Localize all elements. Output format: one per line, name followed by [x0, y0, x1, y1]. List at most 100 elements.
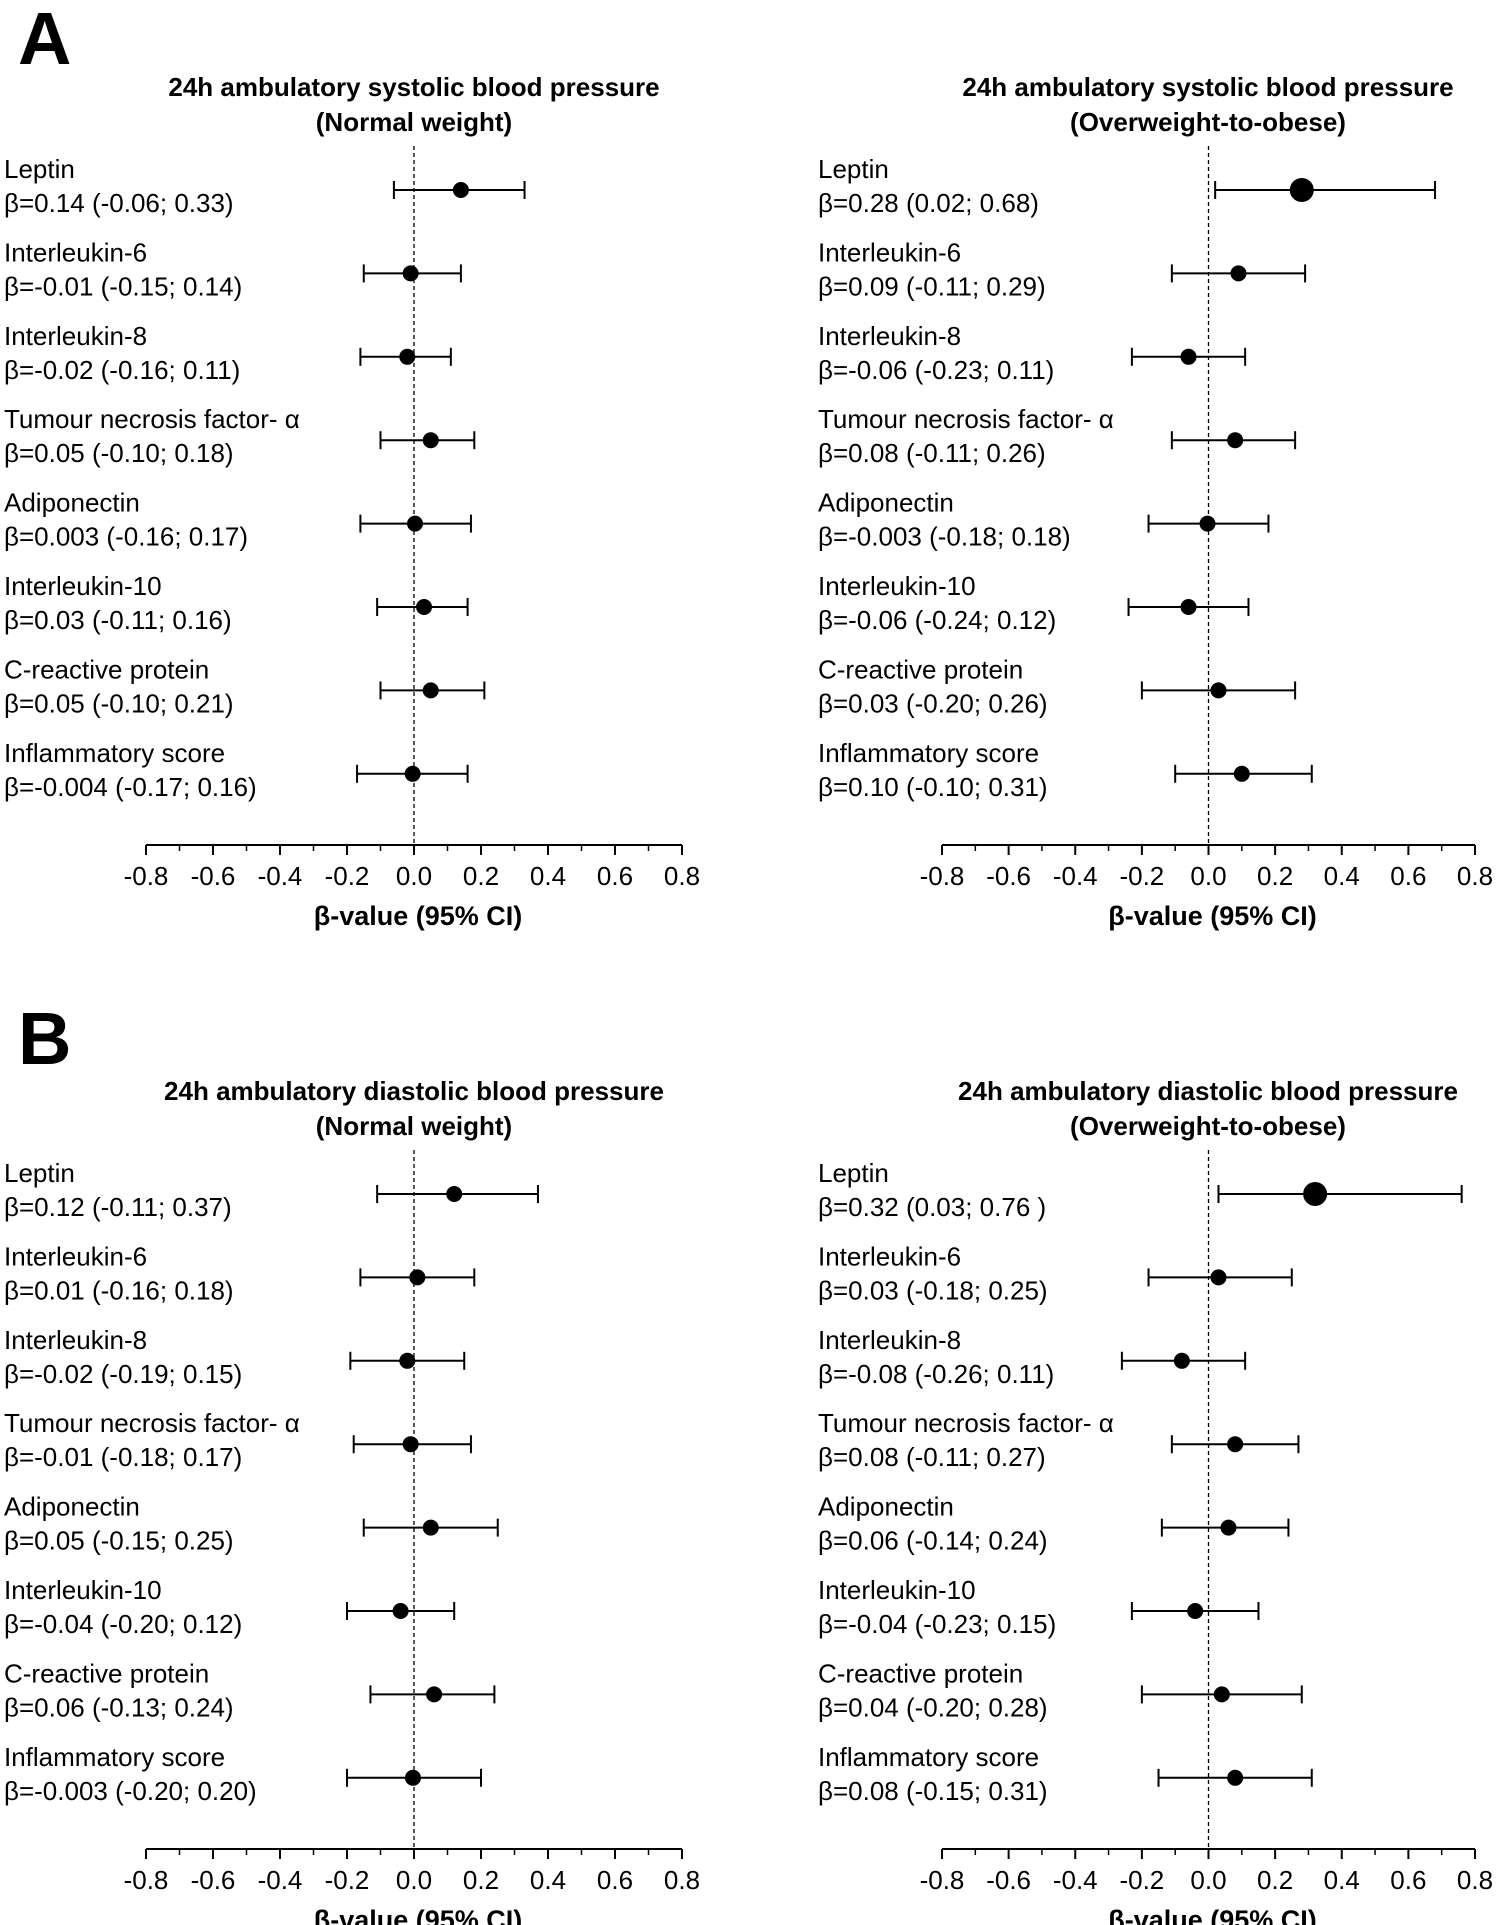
row-label: Adiponectin	[818, 1492, 954, 1522]
x-tick-label: 0.2	[1257, 1865, 1293, 1895]
row-statistic: β=0.08 (-0.11; 0.27)	[818, 1442, 1046, 1472]
row-statistic: β=-0.04 (-0.20; 0.12)	[4, 1609, 242, 1639]
point-estimate	[402, 1436, 419, 1453]
x-tick-label: -0.2	[1119, 861, 1164, 891]
forest-plot-3: 24h ambulatory diastolic blood pressure (…	[4, 1076, 700, 1925]
row-label: C-reactive protein	[818, 1658, 1023, 1688]
point-estimate	[1187, 1603, 1204, 1619]
x-tick-label: -0.4	[258, 1865, 303, 1895]
row-statistic: β=0.05 (-0.10; 0.18)	[4, 438, 234, 468]
plot-title: 24h ambulatory diastolic blood pressure	[958, 1076, 1458, 1106]
x-axis-label: β-value (95% CI)	[1108, 1905, 1317, 1925]
plot-subtitle: (Overweight-to-obese)	[1070, 1111, 1346, 1141]
row-label: Tumour necrosis factor- α	[4, 1408, 300, 1438]
point-estimate	[409, 1269, 426, 1286]
row-label: Tumour necrosis factor- α	[818, 404, 1114, 434]
row-label: Inflammatory score	[818, 738, 1039, 768]
row-statistic: β=0.28 (0.02; 0.68)	[818, 188, 1039, 218]
x-axis-label: β-value (95% CI)	[314, 1905, 523, 1925]
row-label: Adiponectin	[4, 488, 140, 518]
row-statistic: β=0.04 (-0.20; 0.28)	[818, 1692, 1048, 1722]
plot-title: 24h ambulatory systolic blood pressure	[962, 72, 1453, 102]
row-label: Interleukin-8	[818, 1325, 961, 1355]
plot-title: 24h ambulatory diastolic blood pressure	[164, 1076, 664, 1106]
x-tick-label: -0.8	[124, 861, 169, 891]
row-label: Interleukin-10	[818, 1575, 976, 1605]
x-tick-label: 0.8	[664, 1865, 700, 1895]
forest-plot-2: 24h ambulatory systolic blood pressure (O…	[818, 72, 1493, 931]
row-label: Interleukin-8	[4, 1325, 147, 1355]
row-statistic: β=-0.003 (-0.20; 0.20)	[4, 1776, 257, 1806]
x-tick-label: -0.2	[325, 861, 370, 891]
row-label: Tumour necrosis factor- α	[4, 404, 300, 434]
x-tick-label: -0.6	[986, 861, 1031, 891]
row-label: Inflammatory score	[4, 738, 225, 768]
point-estimate	[1227, 1769, 1244, 1786]
x-tick-label: -0.8	[124, 1865, 169, 1895]
row-statistic: β=0.06 (-0.13; 0.24)	[4, 1692, 234, 1722]
point-estimate	[1173, 1352, 1190, 1369]
x-tick-label: -0.4	[258, 861, 303, 891]
point-estimate	[1230, 265, 1247, 282]
point-estimate	[402, 265, 419, 282]
row-statistic: β=0.03 (-0.11; 0.16)	[4, 605, 232, 635]
point-estimate	[404, 765, 421, 782]
row-label: Leptin	[818, 154, 889, 184]
row-statistic: β=-0.08 (-0.26; 0.11)	[818, 1359, 1054, 1389]
x-tick-label: 0.6	[1390, 1865, 1426, 1895]
row-statistic: β=-0.004 (-0.17; 0.16)	[4, 772, 257, 802]
x-tick-label: 0.6	[1390, 861, 1426, 891]
x-tick-label: 0.2	[1257, 861, 1293, 891]
x-tick-label: 0.8	[1457, 861, 1493, 891]
point-estimate	[1213, 1686, 1230, 1703]
x-tick-label: -0.2	[1119, 1865, 1164, 1895]
x-tick-label: -0.8	[920, 1865, 965, 1895]
point-estimate	[1180, 599, 1197, 615]
point-estimate	[1303, 1182, 1328, 1206]
row-statistic: β=-0.02 (-0.16; 0.11)	[4, 355, 240, 385]
row-label: C-reactive protein	[818, 654, 1023, 684]
plot-subtitle: (Overweight-to-obese)	[1070, 107, 1346, 137]
row-label: Adiponectin	[4, 1492, 140, 1522]
row-label: Interleukin-8	[818, 321, 961, 351]
plot-title: 24h ambulatory systolic blood pressure	[168, 72, 659, 102]
row-statistic: β=0.10 (-0.10; 0.31)	[818, 772, 1048, 802]
row-label: Tumour necrosis factor- α	[818, 1408, 1114, 1438]
x-tick-label: -0.8	[920, 861, 965, 891]
point-estimate	[1289, 178, 1314, 202]
point-estimate	[399, 348, 416, 365]
row-label: Adiponectin	[818, 488, 954, 518]
row-statistic: β=0.01 (-0.16; 0.18)	[4, 1275, 234, 1305]
row-statistic: β=0.003 (-0.16; 0.17)	[4, 522, 248, 552]
point-estimate	[1227, 1436, 1244, 1453]
row-statistic: β=-0.02 (-0.19; 0.15)	[4, 1359, 242, 1389]
row-label: Interleukin-8	[4, 321, 147, 351]
x-tick-label: 0.8	[1457, 1865, 1493, 1895]
point-estimate	[404, 1769, 421, 1786]
plot-subtitle: (Normal weight)	[316, 1111, 512, 1141]
panel-letter-a: A	[18, 0, 71, 80]
x-tick-label: -0.6	[191, 1865, 236, 1895]
x-tick-label: 0.4	[1324, 861, 1360, 891]
panel-letter-b: B	[18, 997, 71, 1080]
point-estimate	[1180, 348, 1197, 365]
x-axis-label: β-value (95% CI)	[314, 901, 523, 931]
row-statistic: β=0.08 (-0.11; 0.26)	[818, 438, 1046, 468]
row-label: Interleukin-10	[818, 571, 976, 601]
row-statistic: β=0.06 (-0.14; 0.24)	[818, 1526, 1048, 1556]
point-estimate	[416, 599, 433, 615]
row-statistic: β=0.05 (-0.15; 0.25)	[4, 1526, 234, 1556]
point-estimate	[452, 182, 469, 198]
row-label: Interleukin-10	[4, 571, 162, 601]
x-tick-label: -0.2	[325, 1865, 370, 1895]
x-tick-label: 0.0	[1190, 861, 1226, 891]
row-statistic: β=0.05 (-0.10; 0.21)	[4, 688, 234, 718]
x-tick-label: 0.2	[463, 1865, 499, 1895]
row-statistic: β=-0.04 (-0.23; 0.15)	[818, 1609, 1056, 1639]
row-statistic: β=-0.01 (-0.18; 0.17)	[4, 1442, 242, 1472]
row-statistic: β=-0.06 (-0.24; 0.12)	[818, 605, 1056, 635]
x-tick-label: -0.4	[1053, 861, 1098, 891]
x-tick-label: 0.6	[597, 1865, 633, 1895]
plot-subtitle: (Normal weight)	[316, 107, 512, 137]
